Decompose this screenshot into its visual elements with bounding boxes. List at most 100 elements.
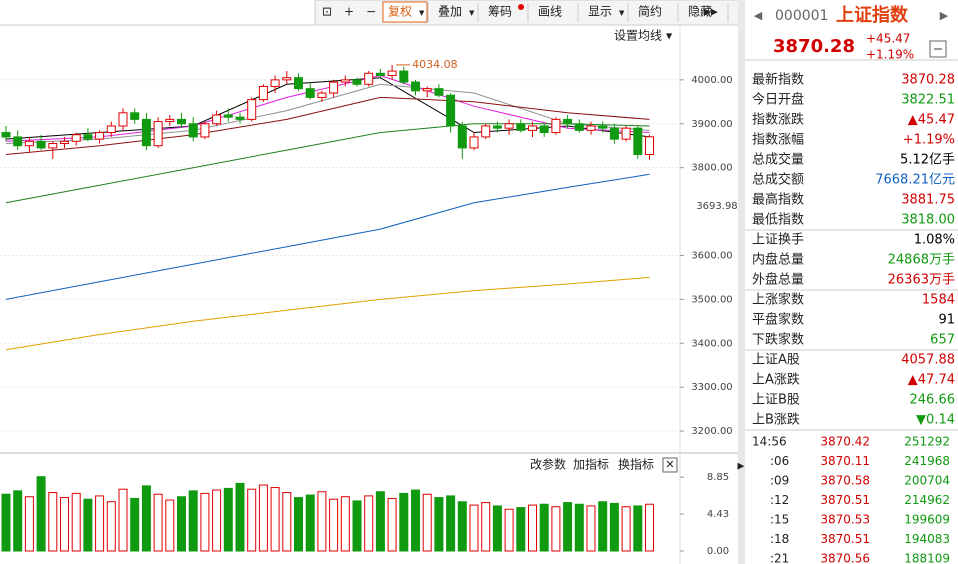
toolbar-button[interactable]: 复权 [388,5,412,19]
dropdown-arrow: ▼ [619,9,625,17]
volume-bar [235,482,245,552]
candle-body [539,125,549,134]
volume-bar [294,497,303,552]
quote-label: 最低指数 [752,213,804,228]
ma-setting-button[interactable]: 设置均线 [614,29,662,43]
candle-body [247,99,257,120]
volume-bar [469,504,479,552]
quote-value: 4057.88 [901,353,955,368]
volume-bar [422,493,432,552]
volume-bar [258,484,268,552]
volume-bar [106,501,116,552]
quote-value: 3818.00 [901,213,955,228]
candle-body [481,125,491,138]
candle-body [609,127,619,140]
tick-time: :09 [770,474,789,488]
volume-bar [247,488,257,552]
toolbar-button[interactable]: 显示 [588,5,612,19]
volume-bar [24,496,34,552]
candle-body [130,112,140,120]
quote-value: 24868万手 [888,253,955,268]
quote-label: 指数涨幅 [752,133,804,148]
toolbar-button[interactable]: 隐藏 [688,5,712,19]
volume-bar [188,490,198,552]
splitter-arrow[interactable]: ▶ [738,462,745,472]
y-tick-label: 4000.00 [691,75,732,86]
candle-body [434,88,444,96]
volume-bar [130,497,140,552]
toolbar-more[interactable]: ▶▶ [704,8,718,18]
tick-price: 3870.51 [820,532,870,546]
toolbar-button[interactable]: 筹码 [488,5,512,19]
close-button[interactable] [662,457,678,473]
volume-bar [457,501,467,552]
candle-body [177,118,186,125]
candle-body [352,79,362,85]
volume-bar [317,491,327,552]
candle-body [516,123,526,131]
candle-body [551,118,561,134]
y-tick-label: 3600.00 [691,250,732,261]
next-arrow[interactable]: ▶ [940,9,949,22]
candle-body [469,136,479,149]
candle-body [457,125,467,149]
dropdown-arrow: ▼ [666,32,673,41]
ma-line [5,83,650,144]
prev-arrow[interactable]: ◀ [754,9,763,22]
volume-bar [153,493,163,552]
y-tick-label: 3400.00 [691,338,732,349]
stock-code: 000001 [775,8,828,24]
candle-body [305,88,315,98]
tick-price: 3870.51 [820,493,870,507]
last-price-label: 3693.98 [696,201,737,212]
volume-bar [200,492,210,552]
volume-bar [446,495,456,552]
tick-price: 3870.56 [820,552,870,564]
volume-bar [223,487,233,552]
quote-value: ▲45.47 [908,113,955,128]
tick-volume: 194083 [904,532,950,546]
splitter[interactable] [738,0,745,564]
active-button[interactable] [382,1,428,23]
tick-price: 3870.11 [820,454,870,468]
candle-body [340,79,350,83]
zoom-out[interactable]: − [366,5,376,19]
candle-body [270,79,280,87]
quote-value: 3822.51 [901,93,955,108]
toolbar-icon[interactable]: ⊡ [322,5,332,19]
close-icon[interactable]: ✕ [665,458,674,471]
toolbar-button[interactable]: 简约 [638,4,662,19]
candle-body [528,125,537,131]
volume-button[interactable]: 换指标 [618,457,654,472]
volume-bar [329,498,339,552]
candle-body [598,125,608,129]
volume-bar [574,503,584,552]
candle-body [165,118,175,123]
volume-bar [609,502,619,552]
volume-bar [1,493,11,552]
y-tick-label: 3900.00 [691,119,732,130]
quote-label: 外盘总量 [752,272,804,288]
toolbar-button[interactable]: 叠加 [438,5,462,19]
quote-label: 总成交量 [752,152,804,168]
ma-line [5,96,650,155]
zoom-in[interactable]: + [344,5,354,19]
dropdown-arrow: ▼ [469,9,475,17]
quote-label: 最高指数 [752,192,804,208]
quote-label: 上A涨跌 [752,372,800,388]
candle-body [586,125,596,131]
volume-button[interactable]: 加指标 [573,457,609,472]
quote-value: 3870.28 [901,73,955,88]
tick-price: 3870.42 [820,435,870,449]
toolbar-button[interactable]: 画线 [538,5,562,19]
volume-bar [165,499,175,552]
volume-bar [387,497,397,552]
volume-bar [434,497,444,552]
badge-dot [518,4,524,10]
candle-body [258,85,268,101]
y-tick-label: 0.00 [707,546,729,557]
candle-body [223,114,233,118]
volume-button[interactable]: 改参数 [530,457,566,472]
